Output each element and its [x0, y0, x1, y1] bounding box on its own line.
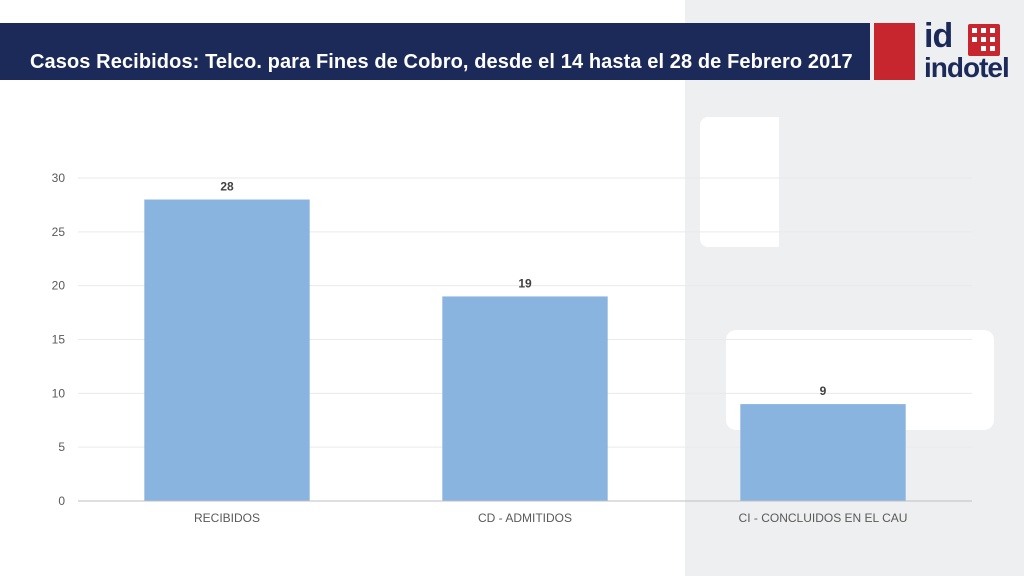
logo-id-text: id — [924, 17, 953, 55]
bar — [442, 296, 608, 501]
x-category-label: CI - CONCLUIDOS EN EL CAU — [739, 511, 908, 525]
y-tick-label: 25 — [52, 225, 66, 239]
data-label: 19 — [518, 276, 532, 290]
background-notch — [700, 117, 779, 247]
logo-word: indotel — [924, 52, 1010, 83]
bars — [144, 199, 906, 502]
y-tick-label: 30 — [52, 171, 66, 185]
title-bar: Casos Recibidos: Telco. para Fines de Co… — [0, 23, 870, 80]
data-label: 28 — [220, 180, 234, 194]
logo-grid-icon — [968, 24, 1000, 56]
y-tick-label: 15 — [52, 333, 66, 347]
x-category-label: RECIBIDOS — [194, 511, 260, 525]
logo-red-block — [874, 23, 915, 80]
y-tick-label: 5 — [58, 440, 65, 454]
data-label: 9 — [820, 384, 827, 398]
x-category-label: CD - ADMITIDOS — [478, 511, 572, 525]
bar — [144, 199, 310, 502]
bar — [740, 404, 906, 501]
y-tick-label: 10 — [52, 386, 66, 400]
y-tick-label: 0 — [58, 494, 65, 508]
page-title: Casos Recibidos: Telco. para Fines de Co… — [30, 51, 853, 73]
labels: 0 5 10 15 20 25 30 28 RECIBIDOS 19 CD - ADMITIDOS 9… — [52, 171, 908, 525]
y-tick-label: 20 — [52, 279, 66, 293]
